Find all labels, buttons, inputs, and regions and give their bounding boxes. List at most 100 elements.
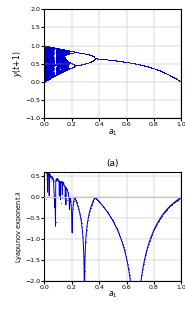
Point: [143, 63, 146, 68]
Point: [82, 51, 85, 56]
Point: [67, 60, 70, 65]
Point: [87, 52, 90, 57]
Point: [165, 71, 168, 76]
Point: [55, 48, 58, 53]
Point: [80, 51, 83, 56]
Point: [64, 47, 67, 52]
Point: [94, 56, 97, 61]
Point: [82, 61, 85, 66]
Point: [110, 57, 113, 62]
Point: [130, 61, 133, 66]
Point: [52, 61, 55, 66]
Point: [118, 58, 121, 63]
Point: [139, 62, 142, 67]
Point: [95, 56, 98, 61]
Point: [80, 62, 83, 67]
Point: [99, 201, 102, 206]
Point: [88, 52, 91, 57]
Point: [105, 57, 108, 62]
Point: [168, 73, 171, 78]
Point: [82, 51, 85, 56]
Point: [98, 56, 101, 61]
Point: [174, 76, 177, 81]
Point: [130, 61, 133, 66]
Point: [108, 57, 111, 62]
Point: [143, 63, 146, 68]
Point: [89, 52, 92, 57]
Point: [177, 78, 180, 83]
Point: [116, 58, 119, 63]
Point: [111, 58, 114, 63]
Point: [147, 64, 150, 69]
Point: [159, 68, 162, 73]
Point: [46, 77, 49, 82]
Point: [135, 61, 138, 66]
Point: [108, 57, 111, 62]
Point: [65, 63, 68, 68]
Point: [157, 67, 160, 72]
Point: [64, 47, 67, 52]
Point: [168, 73, 171, 78]
Point: [117, 58, 120, 63]
Point: [144, 63, 147, 68]
Point: [61, 52, 64, 57]
Point: [114, 58, 117, 63]
Point: [73, 63, 76, 68]
Point: [112, 58, 115, 63]
Point: [135, 61, 138, 66]
Point: [81, 51, 84, 56]
Point: [157, 67, 160, 72]
Point: [149, 65, 152, 70]
Point: [51, 58, 54, 63]
Point: [59, 56, 62, 61]
Point: [128, 60, 131, 65]
Point: [168, 73, 171, 78]
Point: [170, 74, 173, 79]
Point: [101, 56, 104, 61]
Point: [145, 64, 148, 69]
Point: [170, 74, 173, 79]
Point: [50, 46, 53, 51]
Point: [143, 63, 146, 68]
Point: [67, 48, 70, 53]
Point: [90, 59, 93, 64]
Point: [126, 60, 129, 65]
Point: [96, 56, 99, 61]
Point: [87, 52, 90, 57]
Point: [64, 192, 67, 197]
Point: [145, 64, 148, 69]
Point: [156, 67, 159, 72]
Point: [146, 64, 149, 69]
Point: [74, 50, 77, 55]
Point: [87, 60, 90, 65]
Point: [98, 56, 101, 61]
Point: [107, 57, 110, 62]
Point: [123, 59, 126, 64]
Point: [149, 65, 152, 70]
Point: [102, 57, 105, 62]
Point: [177, 77, 180, 82]
Point: [156, 67, 159, 72]
Point: [84, 51, 87, 56]
Point: [124, 59, 127, 64]
Point: [139, 62, 142, 67]
Point: [157, 68, 160, 73]
Point: [113, 58, 116, 63]
Point: [159, 68, 162, 73]
Point: [101, 56, 104, 61]
Point: [170, 74, 173, 79]
Point: [102, 56, 105, 61]
Point: [107, 57, 110, 62]
Point: [141, 63, 144, 68]
Point: [115, 58, 117, 63]
Point: [108, 57, 111, 62]
Point: [64, 68, 67, 73]
Point: [87, 60, 90, 65]
Point: [101, 56, 104, 61]
Point: [61, 69, 64, 74]
Point: [118, 58, 121, 63]
Point: [98, 56, 101, 61]
Point: [64, 50, 67, 55]
Point: [96, 56, 99, 61]
Point: [117, 58, 120, 63]
